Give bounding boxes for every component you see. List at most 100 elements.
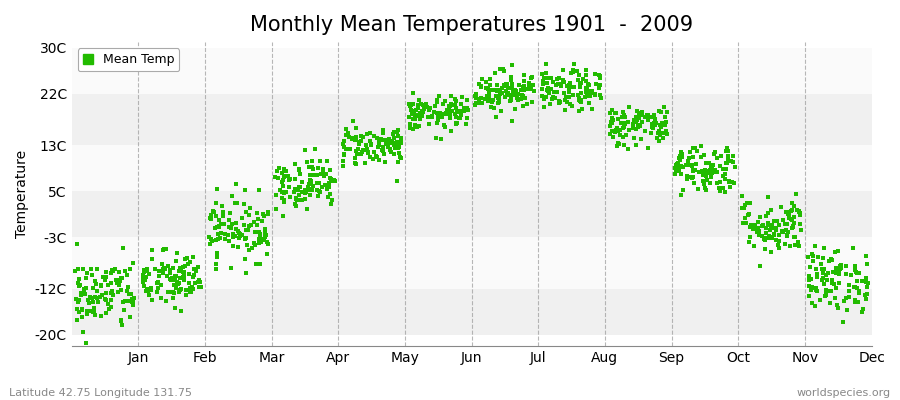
Point [510,92,525,98]
Point [479,85,493,92]
Point [436,100,450,107]
Point [300,206,314,212]
Point [622,104,636,110]
Point [572,95,586,102]
Point [361,148,375,155]
Point [613,127,627,134]
Point [346,135,360,141]
Point [218,236,232,242]
Point [339,126,354,132]
Point [321,184,336,190]
Point [843,271,858,278]
Point [580,90,595,96]
Point [859,275,873,282]
Point [848,263,862,269]
Point [645,124,660,130]
Point [473,83,488,90]
Point [231,229,246,236]
Point [524,75,538,82]
Point [822,288,836,294]
Point [166,265,180,271]
Point [69,241,84,248]
Point [311,165,326,171]
Point [473,94,488,101]
Point [230,228,245,234]
Point [514,87,528,93]
Point [626,125,640,131]
Point [104,297,118,303]
Point [716,166,730,173]
Point [323,167,338,173]
Point [375,148,390,154]
Point [772,238,787,244]
Point [171,280,185,286]
Point [292,166,306,173]
Point [680,175,695,182]
Point [522,82,536,89]
Point [141,271,156,278]
Point [660,109,674,115]
Point [537,104,552,110]
Point [338,146,353,152]
Point [184,289,198,295]
Point [675,164,689,170]
Point [788,213,802,220]
Point [557,90,572,96]
Point [282,177,296,183]
Point [504,77,518,84]
Point [631,124,645,130]
Point [99,269,113,276]
Point [738,215,752,221]
Point [793,212,807,218]
Point [497,82,511,88]
Point [603,110,617,117]
Point [550,76,564,82]
Point [583,93,598,99]
Point [784,216,798,222]
Point [802,277,816,283]
Point [580,82,595,88]
Point [168,273,183,279]
Point [640,145,654,152]
Point [653,132,668,138]
Point [387,134,401,141]
Point [605,115,619,121]
Point [165,275,179,282]
Point [694,168,708,175]
Point [613,132,627,138]
Point [474,83,489,89]
Bar [72,94,871,145]
Point [482,94,496,100]
Point [491,99,506,106]
Point [582,88,597,94]
Point [220,232,235,238]
Point [454,101,468,108]
Y-axis label: Temperature: Temperature [15,150,29,238]
Point [184,284,199,290]
Point [142,291,157,298]
Point [224,225,238,231]
Point [848,284,862,290]
Point [757,236,771,242]
Point [268,192,283,198]
Point [323,174,338,181]
Point [225,234,239,240]
Point [409,107,423,114]
Point [609,125,624,131]
Point [414,113,428,119]
Point [809,271,824,278]
Point [716,173,730,179]
Point [392,159,406,166]
Point [442,102,456,109]
Point [727,164,742,170]
Point [304,157,319,164]
Point [817,281,832,287]
Point [302,178,317,184]
Point [301,186,315,193]
Point [472,96,486,102]
Point [279,168,293,174]
Point [376,144,391,150]
Title: Monthly Mean Temperatures 1901  -  2009: Monthly Mean Temperatures 1901 - 2009 [250,15,693,35]
Point [289,203,303,209]
Point [72,276,86,282]
